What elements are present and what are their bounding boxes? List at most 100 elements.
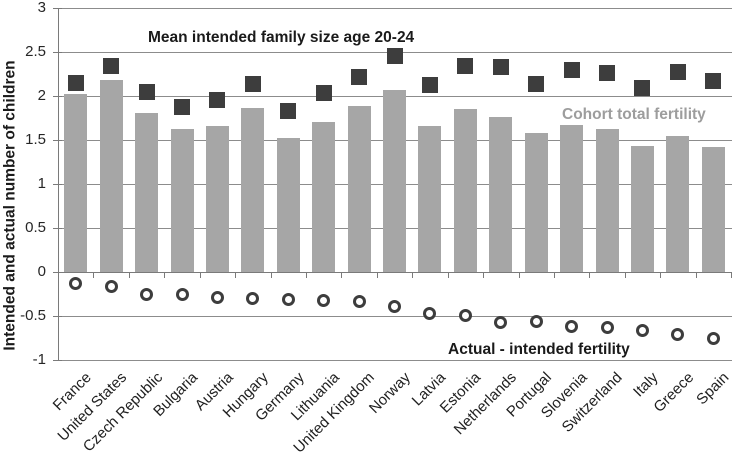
category-tick [93,273,95,278]
gap-circle-marker-hungary [246,291,260,305]
category-tick [164,273,166,278]
intended-square-marker-czech-republic [138,83,155,100]
intended-square-marker-lithuania [315,85,332,102]
intended-square-marker-slovenia [563,61,580,78]
category-tick [483,273,485,278]
intended-square-marker-norway [386,47,403,64]
gap-circle-marker-united-states [104,279,118,293]
intended-square-marker-bulgaria [174,98,190,115]
gridline--0.5 [58,316,732,317]
bar-czech-republic [135,112,159,272]
y-axis-tick-0.5 [53,228,62,229]
y-axis-tick-1.5 [53,140,62,141]
y-tick-label--0.5: -0.5 [20,307,46,324]
intended-square-marker-portugal [528,75,545,92]
category-tick [589,273,591,278]
bar-italy [630,146,654,272]
y-axis-tick--1 [53,360,62,361]
intended-square-marker-switzerland [599,65,615,82]
gap-circle-marker-austria [210,291,224,304]
y-tick-label--1: -1 [32,351,46,368]
category-tick [305,273,307,278]
gap-circle-marker-united-kingdom [352,294,366,308]
gap-circle-marker-czech-republic [140,287,154,301]
bar-united-states [99,80,123,272]
y-tick-label-1: 1 [37,175,46,192]
bar-hungary [241,108,265,272]
category-tick [412,273,414,278]
intended-square-marker-netherlands [492,59,509,75]
intended-square-marker-hungary [244,75,261,92]
bar-portugal [524,133,548,272]
category-tick [553,273,555,278]
annotation-cohort-total-fertility: Cohort total fertility [562,106,706,123]
intended-square-marker-estonia [457,58,474,75]
bar-estonia [453,109,477,272]
intended-square-marker-greece [669,64,686,81]
y-tick-label-2.5: 2.5 [25,43,46,60]
category-tick [270,273,272,278]
bar-united-kingdom [347,105,371,272]
bar-switzerland [595,128,619,272]
gap-circle-marker-germany [281,292,295,306]
intended-square-marker-united-kingdom [351,68,368,85]
y-tick-label-0: 0 [37,263,46,280]
gap-circle-marker-norway [388,299,401,313]
bar-latvia [418,125,442,272]
intended-square-marker-france [67,74,84,91]
gridline-3 [58,8,732,9]
category-tick [341,273,343,278]
intended-square-marker-italy [634,80,651,97]
gridline--1 [58,360,732,361]
gap-circle-marker-netherlands [494,315,508,329]
category-tick [660,273,662,278]
gap-circle-marker-slovenia [565,320,579,334]
category-axis-line [58,272,732,273]
category-tick [128,273,130,278]
annotation-actual-minus-intended: Actual - intended fertility [448,341,630,358]
bar-bulgaria [170,128,194,272]
bar-lithuania [312,122,336,272]
gap-circle-marker-italy [635,323,649,337]
category-tick [376,273,378,278]
y-axis-tick-2.5 [53,52,62,53]
intended-square-marker-austria [209,92,226,109]
y-axis-tick-2 [53,96,62,97]
gap-circle-marker-france [69,276,83,290]
bar-greece [666,135,690,272]
bar-netherlands [489,117,513,272]
gap-circle-marker-spain [706,332,720,346]
category-tick [199,273,201,278]
category-tick [518,273,520,278]
category-tick [447,273,449,278]
category-tick [695,273,697,278]
y-axis-tick-3 [53,8,62,9]
bar-france [64,94,88,272]
category-tick [624,273,626,278]
y-axis-tick-0 [53,272,62,273]
gap-circle-marker-greece [671,328,685,341]
y-tick-label-1.5: 1.5 [25,131,46,148]
gap-circle-marker-portugal [529,314,543,328]
gap-circle-marker-bulgaria [175,288,189,302]
x-axis-label-spain: Spain [693,369,732,409]
y-axis-line [58,8,59,361]
gap-circle-marker-switzerland [600,320,614,334]
y-axis-tick--0.5 [53,316,62,317]
bar-slovenia [560,125,584,272]
intended-square-marker-germany [280,103,297,119]
y-tick-label-3: 3 [37,0,46,16]
intended-square-marker-spain [705,73,722,89]
category-tick [235,273,237,278]
gap-circle-marker-estonia [458,308,472,322]
intended-square-marker-latvia [421,76,438,93]
bar-austria [205,125,229,272]
gap-circle-marker-latvia [423,306,437,320]
annotation-mean-intended-family-size: Mean intended family size age 20-24 [148,29,415,46]
y-tick-label-0.5: 0.5 [25,219,46,236]
bar-norway [383,89,406,272]
bar-spain [701,147,725,272]
gap-circle-marker-lithuania [317,293,331,307]
bar-germany [276,138,300,272]
